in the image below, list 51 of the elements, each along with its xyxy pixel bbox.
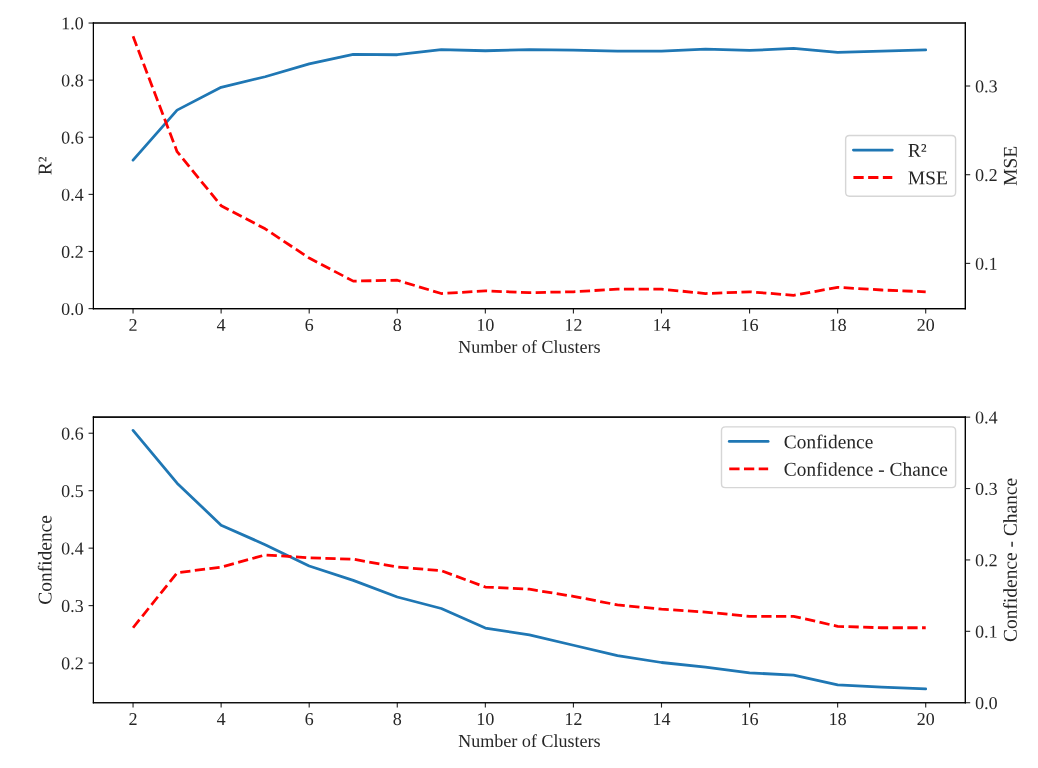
x-tick-label: 10 — [477, 712, 494, 726]
x-tick-label: 14 — [654, 318, 671, 331]
x-tick-label: 4 — [216, 713, 226, 725]
x-tick-label: 14 — [654, 713, 671, 725]
x-axis-title: Number of Clusters — [458, 340, 600, 353]
x-tick-label: 20 — [917, 712, 935, 726]
y-tick-label: 0.6 — [61, 131, 84, 144]
x-tick-label: 4 — [216, 318, 226, 331]
legend-label: Confidence — [784, 434, 873, 449]
x-tick-label: 2 — [129, 713, 137, 725]
x-tick-label: 18 — [830, 318, 846, 332]
x-tick-label: 16 — [742, 318, 759, 332]
y-tick-label: 0.6 — [61, 427, 84, 440]
x-tick-label: 12 — [565, 713, 582, 725]
legend-label: R² — [908, 144, 927, 157]
x-tick-label: 8 — [393, 712, 402, 726]
y2-tick-label: 0.1 — [975, 257, 997, 270]
y-tick-label: 0.0 — [61, 302, 84, 316]
line-series — [131, 47, 928, 162]
y-tick-label: 0.3 — [61, 599, 83, 613]
x-tick-label: 6 — [305, 713, 314, 726]
x-tick-label: 8 — [393, 318, 402, 332]
y2-axis-title: Confidence - Chance — [1002, 478, 1017, 642]
y2-tick-label: 0.3 — [975, 80, 997, 93]
x-tick-label: 2 — [129, 318, 137, 331]
y-tick-label: 0.4 — [61, 188, 84, 201]
x-axis-title: Number of Clusters — [458, 734, 600, 748]
y-tick-label: 0.8 — [61, 74, 84, 87]
y2-tick-label: 0.2 — [975, 554, 997, 567]
x-tick-label: 6 — [305, 318, 314, 332]
y-axis-title: Confidence — [37, 515, 52, 604]
y-tick-label: 0.5 — [61, 484, 83, 498]
x-tick-label: 18 — [830, 712, 846, 726]
x-tick-label: 16 — [742, 713, 759, 726]
y2-tick-label: 0.0 — [975, 696, 997, 710]
y2-tick-label: 0.2 — [975, 168, 997, 182]
x-tick-label: 20 — [917, 318, 935, 332]
x-tick-label: 12 — [565, 318, 582, 331]
y-tick-label: 0.2 — [61, 657, 83, 670]
legend-label: Confidence - Chance — [784, 462, 948, 476]
y2-tick-label: 0.4 — [975, 411, 998, 424]
y2-tick-label: 0.1 — [975, 625, 997, 638]
y-tick-label: 1.0 — [62, 17, 84, 30]
legend-label: MSE — [908, 171, 947, 185]
x-tick-label: 10 — [477, 318, 494, 332]
y-tick-label: 0.2 — [61, 245, 83, 259]
y2-axis-title: MSE — [1003, 146, 1017, 186]
y-tick-label: 0.4 — [61, 542, 84, 555]
line-series — [131, 553, 928, 630]
y-axis-title: R² — [38, 156, 52, 175]
y2-tick-label: 0.3 — [975, 482, 997, 496]
